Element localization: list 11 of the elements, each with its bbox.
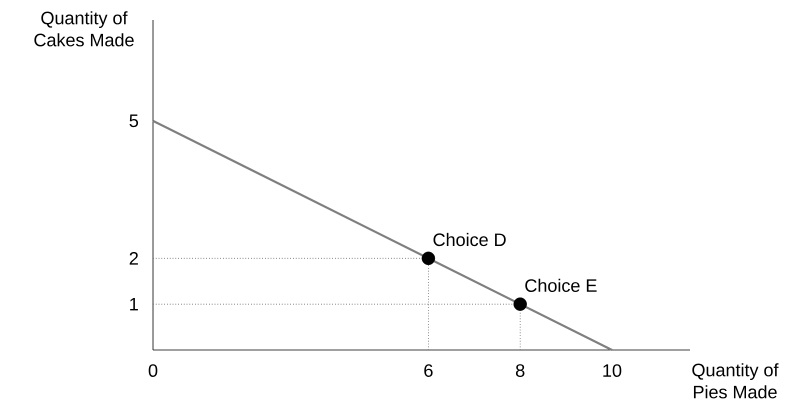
x-tick-label: 10	[603, 364, 622, 377]
annotation: Choice D	[434, 232, 506, 246]
x-tick-label: 8	[516, 364, 524, 377]
y-tick-label: 5	[130, 114, 138, 128]
y-axis-title: Quantity of Cakes Made	[34, 11, 134, 46]
x-tick-label: 0	[148, 364, 158, 377]
annotation: Choice E	[525, 278, 597, 292]
x-axis-title: Quantity of Pies Made	[692, 363, 779, 398]
x-tick-label: 6	[424, 364, 433, 377]
y-tick-label: 1	[130, 298, 138, 310]
y-tick-label: 2	[130, 252, 138, 265]
